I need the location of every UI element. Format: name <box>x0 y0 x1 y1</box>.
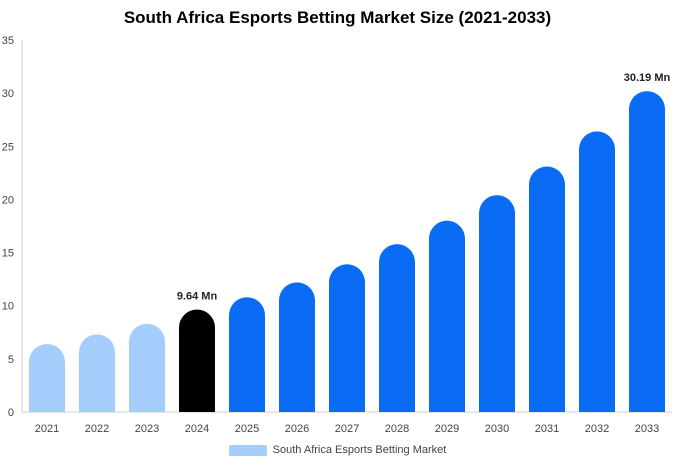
bar-2032 <box>579 131 615 413</box>
x-tick-label: 2026 <box>285 423 309 435</box>
x-tick-label: 2025 <box>235 423 259 435</box>
x-tick-label: 2027 <box>335 423 359 435</box>
bar-2026 <box>279 282 315 412</box>
bar-2029 <box>429 220 465 412</box>
bar-2022 <box>79 334 115 412</box>
bar-2033 <box>629 91 665 413</box>
x-tick-label: 2031 <box>535 423 559 435</box>
y-tick-label: 20 <box>2 194 14 206</box>
legend-label: South Africa Esports Betting Market <box>272 444 447 456</box>
bar-2031 <box>529 166 565 412</box>
x-tick-label: 2022 <box>85 423 109 435</box>
y-tick-label: 0 <box>8 407 14 419</box>
bar-2021 <box>29 343 65 412</box>
y-tick-label: 15 <box>2 248 14 260</box>
x-tick-label: 2028 <box>385 423 409 435</box>
chart-title: South Africa Esports Betting Market Size… <box>123 8 552 27</box>
bar-2027 <box>329 264 365 412</box>
x-tick-label: 2033 <box>635 423 659 435</box>
data-label: 9.64 Mn <box>177 291 218 303</box>
x-tick-label: 2024 <box>185 423 209 435</box>
bar-2024 <box>179 309 215 412</box>
y-tick-label: 5 <box>8 354 14 366</box>
bar-2025 <box>229 297 265 412</box>
y-tick-label: 30 <box>2 88 14 100</box>
y-tick-label: 35 <box>2 35 14 47</box>
bar-2023 <box>129 323 165 412</box>
legend-swatch <box>228 444 267 456</box>
y-tick-label: 25 <box>2 141 14 153</box>
bar-2030 <box>479 195 515 412</box>
bar-2028 <box>379 244 415 412</box>
data-label: 30.19 Mn <box>624 72 671 84</box>
x-tick-label: 2023 <box>135 423 159 435</box>
x-tick-label: 2029 <box>435 423 459 435</box>
y-tick-label: 10 <box>2 301 14 313</box>
legend: South Africa Esports Betting Market <box>0 444 675 456</box>
x-tick-label: 2021 <box>35 423 59 435</box>
x-tick-label: 2030 <box>485 423 509 435</box>
x-tick-label: 2032 <box>585 423 609 435</box>
